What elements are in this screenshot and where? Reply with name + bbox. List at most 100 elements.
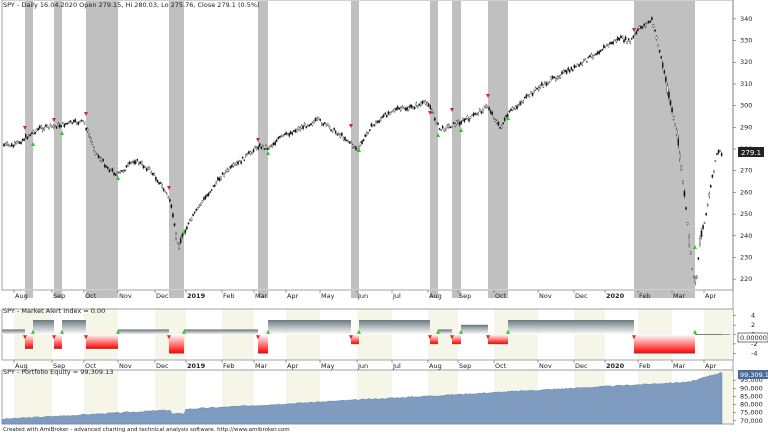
price-bar-body	[592, 55, 594, 59]
price-bar-body	[218, 177, 221, 181]
price-bar-body	[550, 76, 552, 80]
month-label: 2020	[606, 362, 625, 370]
shaded-period	[25, 290, 33, 298]
price-bar-body	[45, 124, 47, 127]
price-bar-body	[190, 218, 193, 221]
price-bar-body	[156, 180, 159, 183]
portfolio-equity	[1, 372, 723, 425]
price-bar-body	[584, 58, 587, 61]
equity-badge: 99,309.1	[740, 371, 768, 379]
buy-signal	[266, 329, 270, 334]
price-bar-body	[590, 53, 593, 58]
mai-area-negative	[452, 334, 461, 344]
mai-area-positive	[461, 325, 488, 335]
price-bar-body	[376, 120, 379, 123]
sell-signal	[349, 335, 353, 340]
y-tick-label: 220	[740, 275, 752, 283]
price-bar-body	[370, 123, 373, 127]
price-bar-body	[655, 36, 658, 40]
price-bar-body	[231, 165, 233, 168]
price-bar-body	[243, 159, 245, 161]
price-bar-body	[483, 106, 486, 108]
price-bar-body	[441, 125, 444, 129]
month-label: Apr	[287, 292, 299, 300]
price-bar-body	[714, 160, 717, 162]
price-bar-body	[86, 128, 89, 132]
mai-area-negative	[169, 334, 184, 354]
price-bar-body	[686, 222, 689, 225]
price-bar-body	[395, 107, 397, 111]
equity-badge-bg	[738, 370, 768, 379]
price-bar-body	[6, 142, 8, 146]
price-bar-body	[555, 78, 557, 81]
price-bar-body	[466, 115, 469, 119]
price-bar-body	[421, 100, 424, 104]
price-bar-body	[100, 158, 103, 162]
price-bar-body	[63, 124, 66, 128]
price-bar-body	[162, 188, 165, 191]
price-bar-body	[652, 24, 655, 28]
price-bar-body	[176, 242, 179, 244]
price-bar-body	[665, 77, 667, 82]
price-bar-body	[451, 126, 453, 128]
price-bar-body	[472, 112, 475, 117]
price-bar-body	[644, 23, 647, 28]
price-bar-body	[598, 50, 600, 54]
price-bar-body	[313, 120, 315, 123]
price-bar-body	[606, 44, 608, 46]
price-bar-body	[77, 121, 80, 125]
price-bar-body	[531, 93, 534, 96]
price-bar-body	[379, 118, 382, 121]
price-bar-body	[153, 173, 156, 176]
price-bar-body	[293, 130, 295, 132]
price-bar-body	[296, 129, 298, 133]
price-bar-body	[210, 189, 213, 191]
price-bar-body	[497, 122, 500, 126]
price-bar-body	[691, 268, 693, 270]
price-bar-body	[637, 28, 639, 31]
price-bar-body	[542, 84, 545, 88]
price-bar-body	[393, 109, 396, 112]
shaded-period	[488, 1, 508, 289]
price-bar-body	[569, 69, 571, 73]
price-bar-body	[269, 145, 272, 148]
price-bar-body	[663, 70, 666, 74]
y-tick-label: 70,000	[740, 417, 763, 425]
shaded-period	[430, 290, 438, 298]
price-bar-body	[716, 153, 718, 155]
shaded-period	[169, 290, 184, 298]
buy-signal	[60, 329, 64, 334]
price-bar-body	[175, 233, 177, 239]
price-bar-body	[364, 134, 366, 137]
price-bar-body	[97, 155, 100, 158]
price-bar-body	[164, 190, 166, 193]
month-label: Aug	[15, 292, 28, 300]
y-tick-label: 85,000	[740, 392, 763, 400]
price-bar-body	[415, 102, 418, 106]
sell-signal	[52, 118, 56, 122]
price-bar-body	[165, 192, 168, 195]
shaded-period	[258, 290, 268, 298]
price-bar-body	[152, 173, 154, 176]
price-bar-body	[17, 140, 19, 143]
price-bar-body	[365, 132, 368, 136]
price-bar-body	[404, 107, 407, 111]
price-bar-body	[679, 153, 681, 160]
month-label: 2019	[187, 362, 206, 370]
price-bar-body	[651, 17, 653, 20]
price-bar-body	[223, 173, 225, 177]
y-tick-label: 75,000	[740, 409, 763, 417]
price-bars	[3, 16, 723, 286]
shaded-period	[351, 1, 359, 289]
price-bar-body	[3, 143, 5, 147]
price-bar-body	[266, 148, 269, 150]
price-bar-body	[455, 121, 458, 125]
price-bar-body	[130, 161, 132, 164]
price-bar-body	[452, 122, 455, 124]
price-bar-body	[71, 122, 73, 125]
price-bar-body	[528, 94, 531, 98]
footer-credit: Created with AmiBroker - advanced charti…	[3, 427, 290, 433]
price-bar-body	[302, 125, 304, 130]
price-bar-body	[505, 115, 507, 118]
